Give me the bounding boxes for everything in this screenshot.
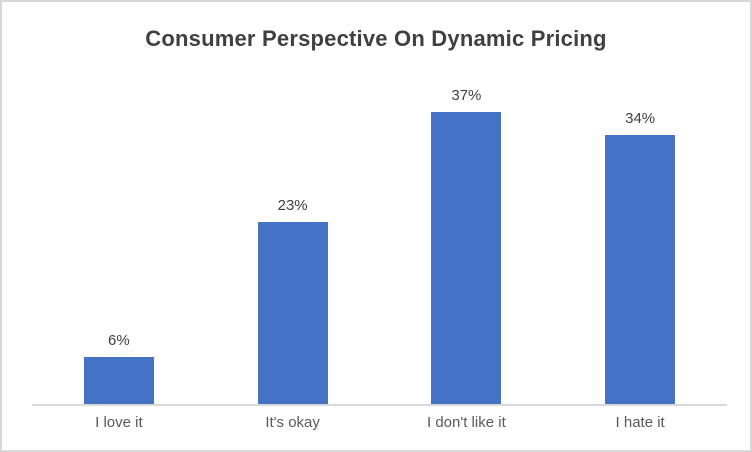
bar xyxy=(83,356,154,404)
data-label: 37% xyxy=(451,87,482,104)
bar xyxy=(257,222,328,404)
category-label: I hate it xyxy=(615,414,665,431)
bar xyxy=(431,112,502,404)
bar-slot: 34% xyxy=(553,88,727,404)
bar-slot: 37% xyxy=(380,88,554,404)
data-label: 6% xyxy=(108,331,130,349)
bar-slot: 6% xyxy=(32,88,206,404)
plot-area: 6% 23% 37% 34% xyxy=(32,88,727,406)
chart-title: Consumer Perspective On Dynamic Pricing xyxy=(145,26,607,51)
category-label: I love it xyxy=(95,414,143,431)
bar-slot: 23% xyxy=(206,88,380,404)
data-label: 34% xyxy=(625,110,656,128)
category-label: It's okay xyxy=(265,414,320,431)
bar xyxy=(605,135,676,404)
data-label: 23% xyxy=(277,197,308,215)
x-axis-category-labels: I love it It's okay I don't like it I hate … xyxy=(32,414,727,432)
category-label: I don't like it xyxy=(427,414,506,431)
